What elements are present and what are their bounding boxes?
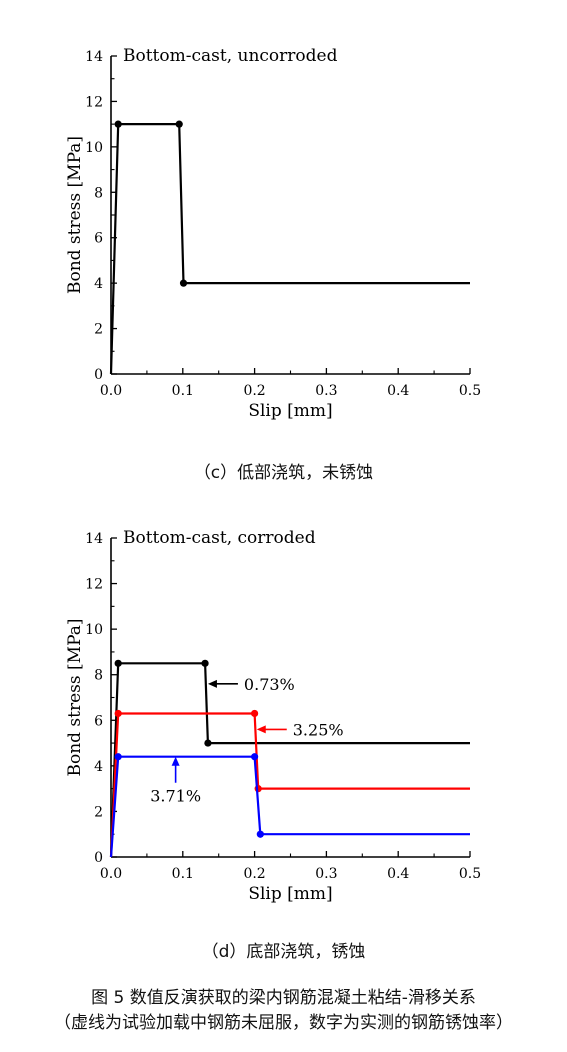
data-point: [114, 659, 122, 667]
y-tick-label: 10: [85, 140, 103, 156]
series-line-2: [109, 755, 470, 858]
figure-title: 图 5 数值反演获取的梁内钢筋混凝土粘结-滑移关系: [91, 988, 476, 1008]
y-tick-label: 6: [94, 231, 103, 247]
y-tick-label: 10: [85, 622, 103, 638]
x-axis-label: Slip [mm]: [248, 401, 332, 421]
annotation-label: 0.73%: [244, 675, 295, 694]
data-point: [114, 709, 122, 718]
y-tick-label: 12: [85, 94, 103, 110]
data-point: [251, 753, 259, 761]
x-tick-label: 0.1: [172, 383, 194, 399]
data-point: [201, 659, 209, 667]
data-point: [114, 753, 122, 761]
x-tick-label: 0.1: [172, 866, 194, 882]
x-tick-label: 0.5: [459, 866, 481, 882]
annotation-label: 3.71%: [150, 787, 201, 806]
data-point: [179, 279, 188, 287]
data-point: [204, 739, 212, 747]
y-tick-label: 8: [94, 668, 103, 684]
data-point: [256, 830, 264, 838]
series-line-1: [109, 712, 470, 858]
y-tick-label: 12: [85, 577, 103, 593]
y-tick-label: 8: [94, 185, 103, 201]
x-tick-label: 0.4: [387, 866, 409, 882]
annotation-arrowhead: [256, 725, 266, 734]
chart-bottom-cast-uncorroded: 0.0 0.1 0.2 0.3 0.4 0.5 0 2 4 6 8 10 12 14 Slip [mm] Bo…: [65, 46, 481, 421]
series-line-0: [109, 122, 470, 375]
x-tick-label: 0.4: [387, 383, 409, 399]
subfigure-caption-d: （d）底部浇筑，锈蚀: [201, 942, 366, 962]
x-tick-label: 0.5: [459, 383, 481, 399]
chart-bottom-cast-corroded: 0.0 0.1 0.2 0.3 0.4 0.5 0 2 4 6 8 10 12 14 Slip [mm] Bo…: [65, 528, 481, 904]
subfigure-caption-c: （c）低部浇筑，未锈蚀: [193, 463, 374, 483]
y-tick-label: 0: [94, 850, 103, 866]
y-tick-label: 4: [94, 759, 103, 775]
x-tick-label: 0.2: [243, 383, 265, 399]
y-tick-label: 6: [94, 713, 103, 729]
chart-title: Bottom-cast, corroded: [123, 528, 316, 548]
y-tick-label: 14: [85, 49, 103, 65]
chart-title: Bottom-cast, uncorroded: [123, 46, 338, 66]
y-tick-label: 14: [85, 531, 103, 547]
x-tick-label: 0.0: [100, 866, 122, 882]
x-axis-label: Slip [mm]: [248, 884, 332, 904]
x-tick-label: 0.3: [315, 383, 337, 399]
y-axis-label: Bond stress [MPa]: [65, 618, 85, 776]
x-tick-label: 0.2: [243, 866, 265, 882]
annotation-arrowhead: [207, 679, 217, 688]
y-tick-label: 2: [94, 322, 103, 338]
y-tick-label: 2: [94, 804, 103, 820]
figure-note: （虚线为试验加载中钢筋未屈服，数字为实测的钢筋锈蚀率）: [54, 1013, 513, 1033]
annotation-arrowhead: [171, 756, 180, 766]
x-tick-label: 0.0: [100, 383, 122, 399]
annotation-label: 3.25%: [293, 720, 344, 739]
x-tick-label: 0.3: [315, 866, 337, 882]
y-tick-label: 0: [94, 367, 103, 383]
data-point: [175, 120, 183, 128]
data-point: [114, 120, 122, 128]
y-tick-label: 4: [94, 276, 103, 292]
data-point: [251, 709, 259, 718]
y-axis-label: Bond stress [MPa]: [65, 136, 85, 294]
